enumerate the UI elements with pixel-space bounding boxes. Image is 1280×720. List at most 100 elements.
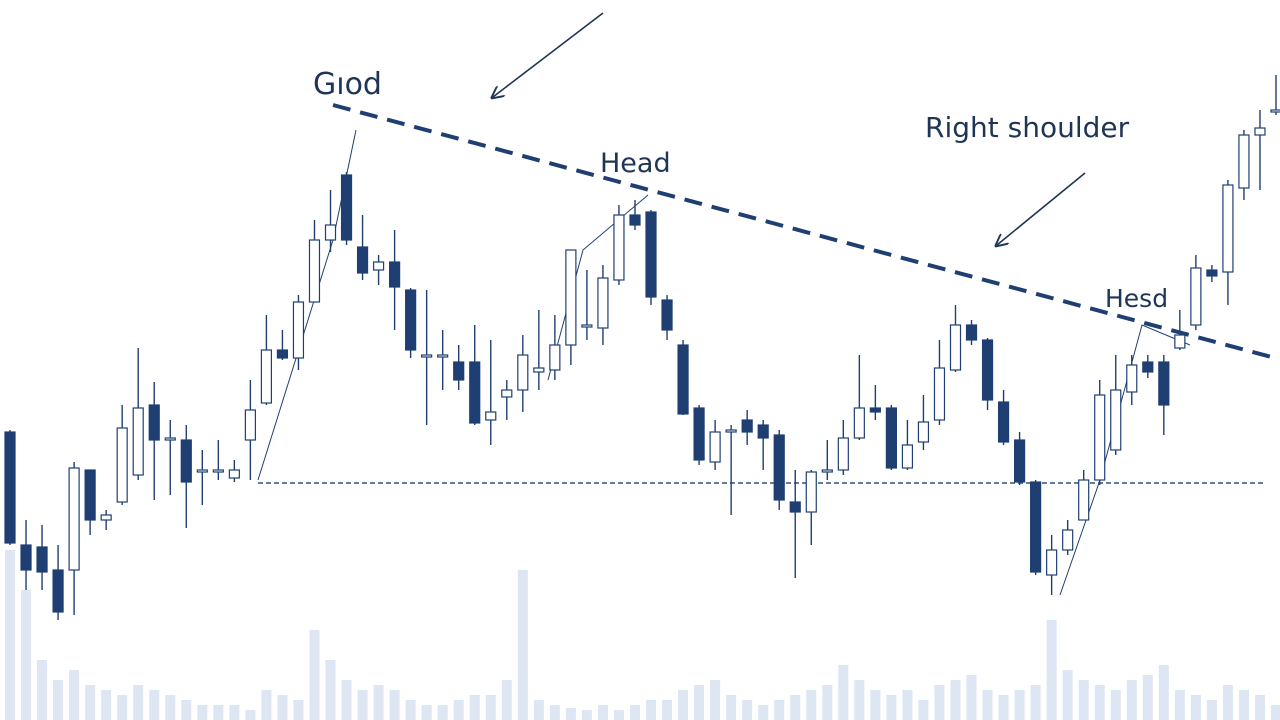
volume-bar bbox=[293, 700, 304, 720]
candle-body bbox=[324, 224, 337, 241]
volume-bar bbox=[149, 690, 160, 720]
volume-bar bbox=[373, 685, 384, 720]
volume-bar bbox=[870, 690, 881, 720]
candles-layer bbox=[4, 75, 1280, 620]
sketch-line bbox=[1059, 324, 1191, 596]
volume-bar bbox=[1190, 695, 1201, 720]
volume-bar bbox=[437, 705, 448, 720]
candle-body bbox=[84, 469, 96, 521]
candle-body bbox=[356, 246, 369, 274]
candle-body bbox=[853, 407, 865, 439]
volume-bar bbox=[1094, 685, 1105, 720]
volume-bar bbox=[838, 665, 849, 720]
volume-bar bbox=[133, 685, 144, 720]
volume-bar bbox=[950, 680, 961, 720]
volume-bar bbox=[69, 670, 80, 720]
candle-body bbox=[901, 444, 914, 469]
candle-body bbox=[276, 349, 289, 359]
candle-body bbox=[533, 367, 545, 373]
volume-bar bbox=[85, 685, 96, 720]
volume-bar bbox=[1158, 665, 1169, 720]
volume-bar bbox=[918, 700, 929, 720]
candle-body bbox=[661, 299, 673, 331]
candle-body bbox=[773, 434, 785, 501]
candle-body bbox=[981, 339, 994, 401]
volume-bar bbox=[790, 695, 801, 720]
volume-bar bbox=[597, 705, 608, 720]
candle-body bbox=[308, 239, 321, 303]
candle-body bbox=[917, 421, 930, 443]
candle-body bbox=[292, 301, 305, 359]
volume-bar bbox=[469, 695, 480, 720]
candle-body bbox=[965, 324, 978, 341]
candle-body bbox=[1238, 134, 1250, 189]
volume-bar bbox=[1126, 680, 1137, 720]
volume-bar bbox=[774, 700, 785, 720]
candle-body bbox=[1110, 389, 1122, 451]
candle-body bbox=[1126, 364, 1138, 393]
volume-bar bbox=[1110, 690, 1121, 720]
volume-bar bbox=[101, 690, 112, 720]
volume-bar bbox=[629, 705, 640, 720]
candle-body bbox=[1046, 549, 1058, 576]
volume-bar bbox=[998, 695, 1009, 720]
candle-body bbox=[757, 424, 769, 439]
candle-body bbox=[132, 407, 144, 476]
candle-body bbox=[677, 344, 689, 415]
candle-body bbox=[1254, 127, 1266, 136]
volume-bar bbox=[1078, 680, 1089, 720]
volume-bar bbox=[758, 705, 769, 720]
volume-bar bbox=[854, 680, 865, 720]
volume-bar bbox=[678, 690, 689, 720]
volume-bar bbox=[549, 705, 560, 720]
candle-body bbox=[1222, 184, 1234, 273]
volume-bar bbox=[1238, 690, 1249, 720]
candle-body bbox=[565, 249, 577, 346]
candle-body bbox=[180, 439, 192, 483]
candle-body bbox=[933, 367, 946, 421]
volume-bar bbox=[822, 685, 833, 720]
candle-body bbox=[421, 354, 433, 358]
volume-bar bbox=[742, 700, 753, 720]
volume-bar bbox=[613, 710, 624, 720]
candle-body bbox=[821, 469, 833, 473]
candle-body bbox=[549, 344, 561, 371]
volume-bar bbox=[341, 680, 352, 720]
candle-body bbox=[469, 361, 481, 424]
candle-body bbox=[244, 409, 256, 441]
candle-body bbox=[405, 289, 417, 351]
volume-bar bbox=[1046, 620, 1057, 720]
volume-bar bbox=[694, 685, 705, 720]
candle-body bbox=[100, 514, 112, 521]
trend-line bbox=[332, 103, 1276, 360]
candle-body bbox=[340, 174, 353, 241]
volume-bar bbox=[453, 700, 464, 720]
volume-bar bbox=[165, 695, 176, 720]
volume-bar bbox=[501, 680, 512, 720]
volume-bar bbox=[1014, 690, 1025, 720]
candle-body bbox=[805, 471, 817, 513]
volume-bar bbox=[565, 708, 576, 720]
volume-bar bbox=[229, 705, 240, 720]
volume-bar bbox=[726, 695, 737, 720]
volume-bar bbox=[533, 700, 544, 720]
volume-bar bbox=[982, 690, 993, 720]
volume-bar bbox=[389, 690, 400, 720]
candle-body bbox=[68, 467, 80, 571]
candle-body bbox=[885, 407, 897, 469]
candle-body bbox=[212, 469, 224, 473]
candle-body bbox=[581, 324, 593, 328]
candle-body bbox=[645, 211, 657, 298]
candle-body bbox=[725, 429, 737, 433]
volume-bar bbox=[1030, 685, 1041, 720]
candle-body bbox=[372, 261, 385, 271]
volume-bar bbox=[1062, 670, 1073, 720]
volume-bar bbox=[662, 700, 673, 720]
volume-bar bbox=[421, 705, 432, 720]
arrow bbox=[997, 172, 1086, 245]
candle-body bbox=[997, 401, 1010, 443]
candle-body bbox=[164, 437, 176, 441]
candle-body bbox=[709, 431, 721, 463]
volume-bar bbox=[1142, 675, 1153, 720]
